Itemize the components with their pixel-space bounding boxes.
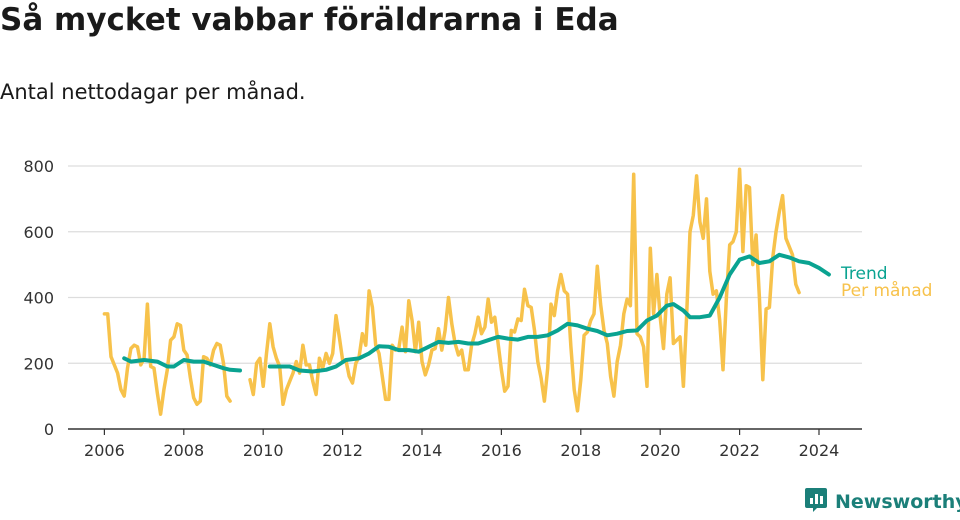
y-tick-label: 800 (23, 157, 54, 176)
x-tick-label: 2010 (243, 441, 284, 460)
x-tick-label: 2024 (799, 441, 840, 460)
y-tick-label: 0 (44, 420, 54, 439)
x-tick-label: 2014 (402, 441, 443, 460)
brand-name: Newsworthy (835, 491, 960, 513)
x-tick-label: 2006 (84, 441, 125, 460)
y-tick-label: 400 (23, 289, 54, 308)
x-tick-label: 2020 (640, 441, 681, 460)
x-tick-label: 2016 (481, 441, 522, 460)
x-tick-label: 2022 (719, 441, 760, 460)
bar-chart-icon (804, 487, 828, 517)
y-tick-label: 200 (23, 354, 54, 373)
chart-subtitle: Antal nettodagar per månad. (0, 80, 306, 104)
x-tick-label: 2008 (163, 441, 204, 460)
newsworthy-logo: Newsworthy (804, 488, 960, 516)
x-tick-label: 2012 (322, 441, 363, 460)
chart-title: Så mycket vabbar föräldrarna i Eda (0, 2, 619, 38)
trend-series-line (267, 252, 831, 374)
trend-series-line (122, 356, 242, 373)
monthly-series-line (248, 167, 801, 413)
legend-label-trend: Trend (840, 264, 888, 284)
x-tick-label: 2018 (560, 441, 601, 460)
legend-label-monthly: Per månad (841, 280, 932, 301)
y-tick-label: 600 (23, 223, 54, 242)
